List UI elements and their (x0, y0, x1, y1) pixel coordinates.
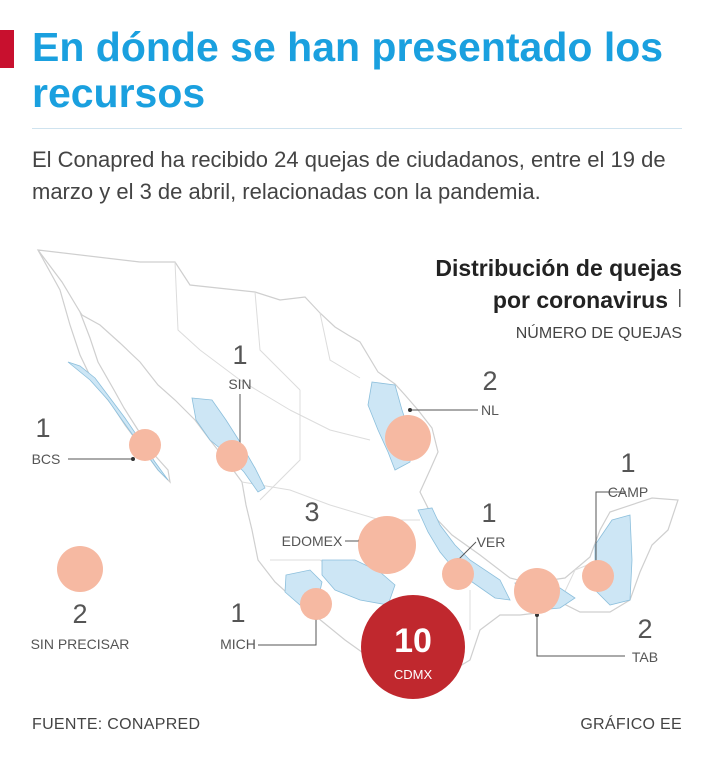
label-tab: TAB (632, 649, 658, 665)
legend-title-line1: Distribución de quejas (435, 255, 682, 281)
label-cdmx: CDMX (394, 667, 433, 682)
page-title: En dónde se han presentado los recursos (32, 24, 664, 116)
count-sin: 1 (232, 340, 247, 370)
label-sin: SIN (228, 376, 251, 392)
page-subtitle: El Conapred ha recibido 24 quejas de ciu… (32, 147, 666, 204)
accent-bar (0, 30, 14, 68)
title-divider (32, 128, 682, 129)
state-bcs (67, 361, 169, 481)
label-sin-precisar: SIN PRECISAR (31, 636, 130, 652)
bubble-cdmx (361, 595, 465, 699)
label-nl: NL (481, 402, 499, 418)
footer-source: FUENTE: CONAPRED (32, 716, 201, 733)
label-bcs: BCS (32, 451, 61, 467)
baja-peninsula (37, 249, 171, 484)
count-mich: 1 (230, 598, 245, 628)
legend-title-line2: por coronavirus (493, 287, 668, 313)
count-camp: 1 (620, 448, 635, 478)
label-camp: CAMP (608, 484, 648, 500)
footer-credit: GRÁFICO EE (580, 716, 682, 733)
bubble-tab (514, 568, 560, 614)
leader-lines (68, 394, 626, 657)
count-cdmx: 10 (394, 622, 432, 660)
label-ver: VER (477, 534, 506, 550)
bubble-ver (442, 558, 474, 590)
bubble-camp (582, 560, 614, 592)
bubble-nl (385, 415, 431, 461)
count-bcs: 1 (35, 413, 50, 443)
bubble-sin-precisar (57, 546, 103, 592)
count-edomex: 3 (304, 497, 319, 527)
label-mich: MICH (220, 636, 256, 652)
bubble-sin (216, 440, 248, 472)
count-tab: 2 (637, 614, 652, 644)
legend-separator (679, 289, 681, 307)
bubble-mich (300, 588, 332, 620)
mexico-outline (36, 249, 679, 676)
label-edomex: EDOMEX (282, 533, 343, 549)
bubble-bcs (129, 429, 161, 461)
count-ver: 1 (481, 498, 496, 528)
count-nl: 2 (482, 366, 497, 396)
count-sin-precisar: 2 (72, 599, 87, 629)
legend-subtitle: NÚMERO DE QUEJAS (516, 323, 682, 342)
bubble-edomex (358, 516, 416, 574)
